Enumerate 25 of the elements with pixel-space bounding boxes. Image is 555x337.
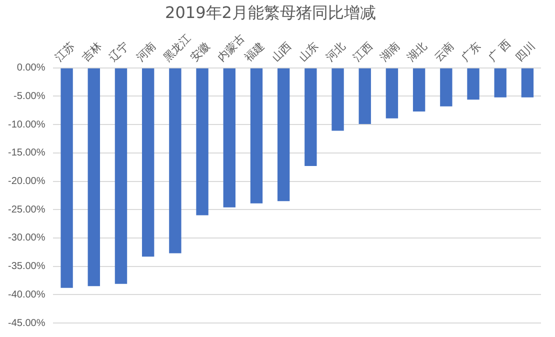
x-tick-label: 云南 bbox=[432, 40, 457, 64]
y-tick-label: -25.00% bbox=[8, 204, 46, 216]
y-tick-label: -30.00% bbox=[8, 232, 46, 244]
y-tick-label: -5.00% bbox=[14, 90, 46, 102]
x-tick-label: 广东 bbox=[458, 40, 484, 64]
x-tick-label: 山东 bbox=[296, 40, 322, 64]
x-tick-label: 广 西 bbox=[486, 37, 514, 64]
x-tick-label: 吉林 bbox=[80, 40, 104, 64]
y-tick-label: -20.00% bbox=[8, 176, 46, 188]
x-tick-label: 湖北 bbox=[404, 40, 430, 64]
y-tick-label: -35.00% bbox=[8, 261, 46, 272]
x-tick-label: 江西 bbox=[350, 40, 376, 64]
y-tick-label: 0.00% bbox=[16, 62, 46, 74]
x-tick-label: 湖南 bbox=[378, 40, 402, 64]
y-tick-label: -40.00% bbox=[8, 289, 46, 300]
x-tick-label: 河北 bbox=[323, 40, 348, 64]
x-tick-label: 河南 bbox=[134, 40, 158, 64]
chart-title: 2019年2月能繁母猪同比增减 bbox=[165, 2, 376, 22]
x-tick-label: 江苏 bbox=[52, 40, 78, 64]
y-tick-label: -45.00% bbox=[8, 318, 46, 329]
x-tick-label: 四川 bbox=[513, 40, 538, 64]
x-tick-label: 山西 bbox=[269, 40, 294, 64]
y-tick-label: -15.00% bbox=[8, 148, 46, 159]
y-tick-label: -10.00% bbox=[8, 119, 46, 130]
x-tick-label: 辽宁 bbox=[106, 40, 132, 64]
